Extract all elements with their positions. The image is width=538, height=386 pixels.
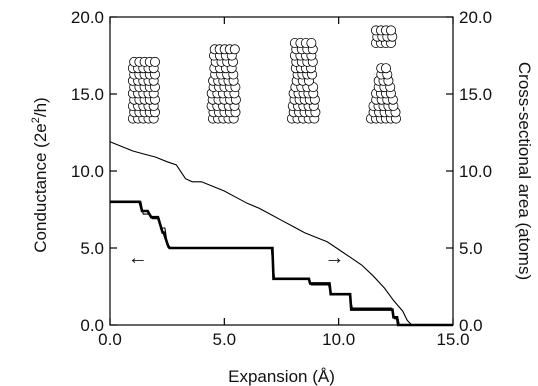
atom-circle (380, 63, 391, 74)
x-tick-label: 15.0 (436, 330, 469, 349)
plot-frame (109, 16, 454, 326)
y-left-tick-label: 20.0 (71, 8, 104, 27)
atomic-wire-inset (127, 56, 160, 124)
area-series-line (109, 141, 413, 326)
atom-circle (306, 38, 317, 49)
y-left-tick-label: 10.0 (71, 162, 104, 181)
left-axis-arrow-annotation: ← (128, 247, 148, 269)
x-tick-label: 5.0 (213, 330, 237, 349)
atomic-wire-insets (127, 25, 401, 124)
series-layer (109, 141, 453, 327)
y-axis-left-title: Conductance (2e2/h) (30, 97, 50, 252)
y-axis-right-title: Cross-sectional area (atoms) (515, 62, 534, 280)
y-axis-left-title-prefix: Conductance (2e (31, 123, 50, 252)
atom-circle (385, 25, 396, 36)
y-right-tick-label: 20.0 (459, 8, 492, 27)
y-right-tick-label: 0.0 (459, 316, 483, 335)
ticks-layer: 0.0 5.0 10.0 15.00.0 0.05.0 5.010.0 10.015.0 15… (71, 8, 492, 349)
atom-circle (149, 56, 160, 67)
atomic-wire-inset (365, 25, 401, 124)
y-right-tick-label: 15.0 (459, 85, 492, 104)
y-right-tick-label: 5.0 (459, 239, 483, 258)
x-axis-title: Expansion (Å) (228, 367, 335, 386)
conductance-series-line-2 (110, 201, 453, 326)
y-axis-left-title-sup: 2 (30, 117, 42, 123)
y-left-tick-label: 0.0 (80, 316, 104, 335)
y-left-tick-label: 5.0 (80, 239, 104, 258)
atom-circle (229, 44, 240, 55)
right-axis-arrow-annotation: → (324, 247, 344, 269)
y-left-tick-label: 15.0 (71, 85, 104, 104)
x-tick-label: 10.0 (322, 330, 355, 349)
atomic-wire-inset (286, 38, 321, 124)
y-right-tick-label: 10.0 (459, 162, 492, 181)
x-tick-label: 0.0 (98, 330, 122, 349)
y-axis-left-title-suffix: /h) (31, 97, 50, 117)
atomic-wire-inset (206, 44, 241, 124)
